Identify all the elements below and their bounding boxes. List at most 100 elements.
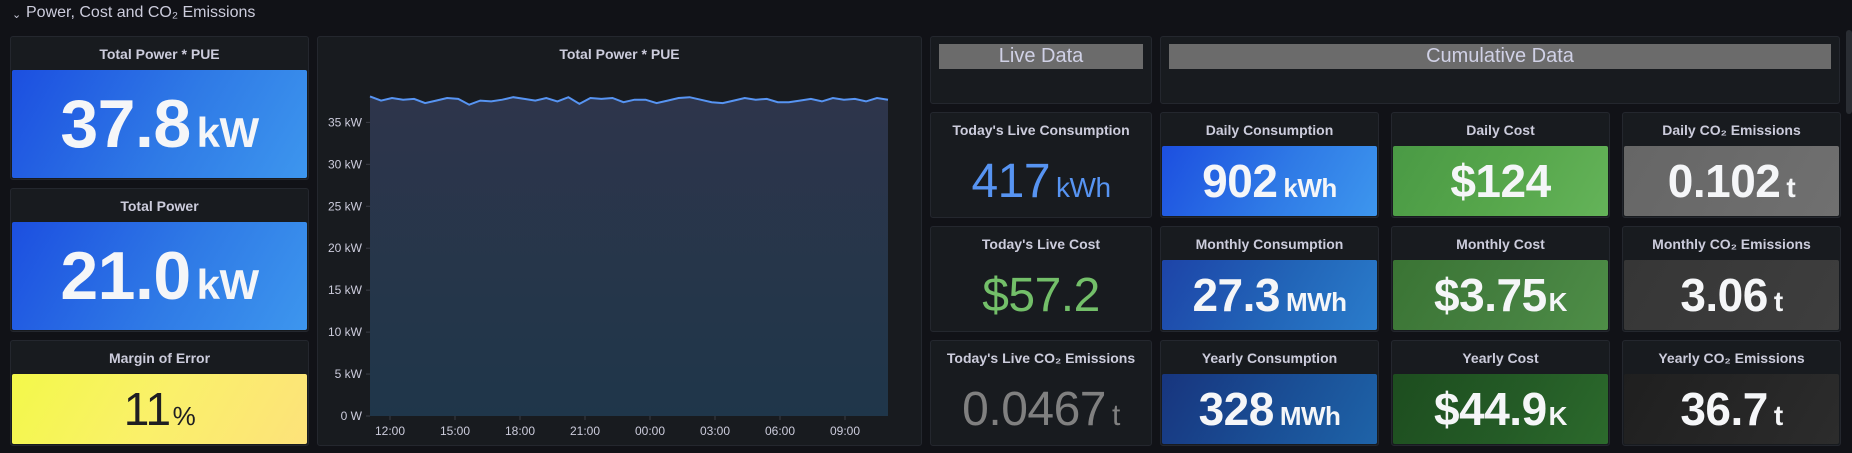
stat-value-box: 902 kWh xyxy=(1162,146,1377,216)
series-line[interactable] xyxy=(369,95,889,106)
panel-title: Daily Cost xyxy=(1466,122,1535,138)
stat-value: 3.06 xyxy=(1680,269,1768,321)
stat-unit: MWh xyxy=(1285,287,1347,317)
stat-unit: t xyxy=(1111,398,1120,432)
stat-unit: kW xyxy=(196,261,260,308)
stat-unit: K xyxy=(1548,401,1568,431)
panel-title: Daily CO₂ Emissions xyxy=(1662,122,1801,138)
x-tick-label: 18:00 xyxy=(505,424,535,438)
stat-value: 21.0 xyxy=(60,238,191,314)
x-tick-label: 12:00 xyxy=(375,424,405,438)
panel-title: Today's Live CO₂ Emissions xyxy=(946,350,1136,366)
stat-panel-live-cost[interactable]: Today's Live Cost $57.2 xyxy=(930,226,1152,332)
stat-panel-daily-co2[interactable]: Daily CO₂ Emissions 0.102 t xyxy=(1622,112,1841,218)
row-header[interactable]: ⌄ Power, Cost and CO₂ Emissions xyxy=(12,2,255,24)
stat-value-box: $124 xyxy=(1393,146,1608,216)
series-area xyxy=(370,96,888,417)
panel-title: Yearly Consumption xyxy=(1201,350,1338,366)
y-tick-label: 30 kW xyxy=(328,157,363,171)
stat-unit: % xyxy=(172,401,196,431)
x-tick-label: 03:00 xyxy=(700,424,730,438)
stat-value: 11 xyxy=(123,383,171,435)
stat-panel-live-consumption[interactable]: Today's Live Consumption 417 kWh xyxy=(930,112,1152,218)
stat-panel-live-co2[interactable]: Today's Live CO₂ Emissions 0.0467 t xyxy=(930,340,1152,446)
stat-value-box: $3.75 K xyxy=(1393,260,1608,330)
panel-title: Daily Consumption xyxy=(1205,122,1334,138)
timeseries-panel[interactable]: Total Power * PUE 0 W 5 kW 10 kW 15 kW 20 kW… xyxy=(317,36,922,446)
panel-title: Total Power * PUE xyxy=(559,46,680,62)
x-tick-label: 15:00 xyxy=(440,424,470,438)
panel-title: Total Power * PUE xyxy=(99,46,220,62)
panel-title: Yearly Cost xyxy=(1462,350,1539,366)
stat-value: 0.0467 xyxy=(962,382,1106,436)
stat-value-box: 21.0 kW xyxy=(12,222,307,330)
stat-panel-total-power[interactable]: Total Power 21.0 kW xyxy=(10,188,309,332)
y-axis: 0 W 5 kW 10 kW 15 kW 20 kW 25 kW 30 kW 35 kW xyxy=(328,115,370,423)
stat-panel-yearly-cost[interactable]: Yearly Cost $44.9 K xyxy=(1391,340,1610,446)
stat-value-box: 27.3 MWh xyxy=(1162,260,1377,330)
stat-value: 328 xyxy=(1198,383,1275,435)
panel-title: Total Power xyxy=(120,198,199,214)
stat-value-box: 11 % xyxy=(12,374,307,444)
stat-value: 902 xyxy=(1202,155,1278,207)
stat-panel-daily-consumption[interactable]: Daily Consumption 902 kWh xyxy=(1160,112,1379,218)
y-tick-label: 20 kW xyxy=(328,241,363,255)
x-tick-label: 00:00 xyxy=(635,424,665,438)
stat-value: 36.7 xyxy=(1680,383,1768,435)
y-tick-label: 0 W xyxy=(341,409,363,423)
stat-value-box: 36.7 t xyxy=(1624,374,1839,444)
panel-title: Monthly Consumption xyxy=(1195,236,1344,252)
stat-value: $124 xyxy=(1450,155,1551,207)
stat-value: 27.3 xyxy=(1192,269,1280,321)
stat-panel-yearly-co2[interactable]: Yearly CO₂ Emissions 36.7 t xyxy=(1622,340,1841,446)
timeseries-chart[interactable]: 0 W 5 kW 10 kW 15 kW 20 kW 25 kW 30 kW 35 kW 12… xyxy=(318,37,922,446)
cumulative-data-banner: Cumulative Data xyxy=(1169,44,1831,69)
y-tick-label: 35 kW xyxy=(328,115,363,129)
stat-unit: MWh xyxy=(1279,401,1341,431)
chevron-down-icon[interactable]: ⌄ xyxy=(12,8,22,21)
x-tick-label: 06:00 xyxy=(765,424,795,438)
panel-title: Margin of Error xyxy=(108,350,211,366)
stat-value-box: 3.06 t xyxy=(1624,260,1839,330)
stat-unit: t xyxy=(1773,400,1783,431)
panel-title: Today's Live Consumption xyxy=(952,122,1130,138)
stat-panel-monthly-co2[interactable]: Monthly CO₂ Emissions 3.06 t xyxy=(1622,226,1841,332)
stat-panel-monthly-cost[interactable]: Monthly Cost $3.75 K xyxy=(1391,226,1610,332)
y-tick-label: 10 kW xyxy=(328,325,363,339)
stat-unit: K xyxy=(1548,287,1568,317)
stat-panel-total-power-pue[interactable]: Total Power * PUE 37.8 kW xyxy=(10,36,309,180)
row-title: Power, Cost and CO₂ Emissions xyxy=(26,4,256,21)
stat-unit: t xyxy=(1786,172,1796,203)
vertical-scrollbar[interactable] xyxy=(1846,30,1852,114)
cumulative-data-header-panel: Cumulative Data xyxy=(1160,36,1840,104)
y-tick-label: 25 kW xyxy=(328,199,363,213)
live-data-header-panel: Live Data xyxy=(930,36,1152,104)
stat-value: 417 xyxy=(971,154,1051,208)
x-tick-label: 21:00 xyxy=(570,424,600,438)
stat-value: 0.102 xyxy=(1667,155,1781,207)
x-axis: 12:00 15:00 18:00 21:00 00:00 03:00 06:00 09:00 xyxy=(375,416,860,438)
stat-unit: t xyxy=(1773,286,1783,317)
stat-value: 37.8 xyxy=(60,86,191,162)
stat-value: $3.75 xyxy=(1434,269,1547,321)
live-data-banner: Live Data xyxy=(939,44,1143,69)
y-tick-label: 15 kW xyxy=(328,283,363,297)
stat-unit: kWh xyxy=(1283,173,1337,203)
panel-title: Today's Live Cost xyxy=(981,236,1101,252)
stat-value-box: $44.9 K xyxy=(1393,374,1608,444)
stat-value-box: 37.8 kW xyxy=(12,70,307,178)
panel-title: Yearly CO₂ Emissions xyxy=(1658,350,1805,366)
stat-value-box: 328 MWh xyxy=(1162,374,1377,444)
stat-unit: kW xyxy=(196,109,260,156)
panel-title: Monthly CO₂ Emissions xyxy=(1652,236,1811,252)
stat-panel-yearly-consumption[interactable]: Yearly Consumption 328 MWh xyxy=(1160,340,1379,446)
stat-unit: kWh xyxy=(1056,171,1111,203)
y-tick-label: 5 kW xyxy=(335,367,363,381)
x-tick-label: 09:00 xyxy=(830,424,860,438)
stat-value: $57.2 xyxy=(982,268,1100,322)
stat-panel-margin-of-error[interactable]: Margin of Error 11 % xyxy=(10,340,309,446)
stat-panel-monthly-consumption[interactable]: Monthly Consumption 27.3 MWh xyxy=(1160,226,1379,332)
stat-panel-daily-cost[interactable]: Daily Cost $124 xyxy=(1391,112,1610,218)
panel-title: Monthly Cost xyxy=(1456,236,1545,252)
stat-value-box: 0.102 t xyxy=(1624,146,1839,216)
